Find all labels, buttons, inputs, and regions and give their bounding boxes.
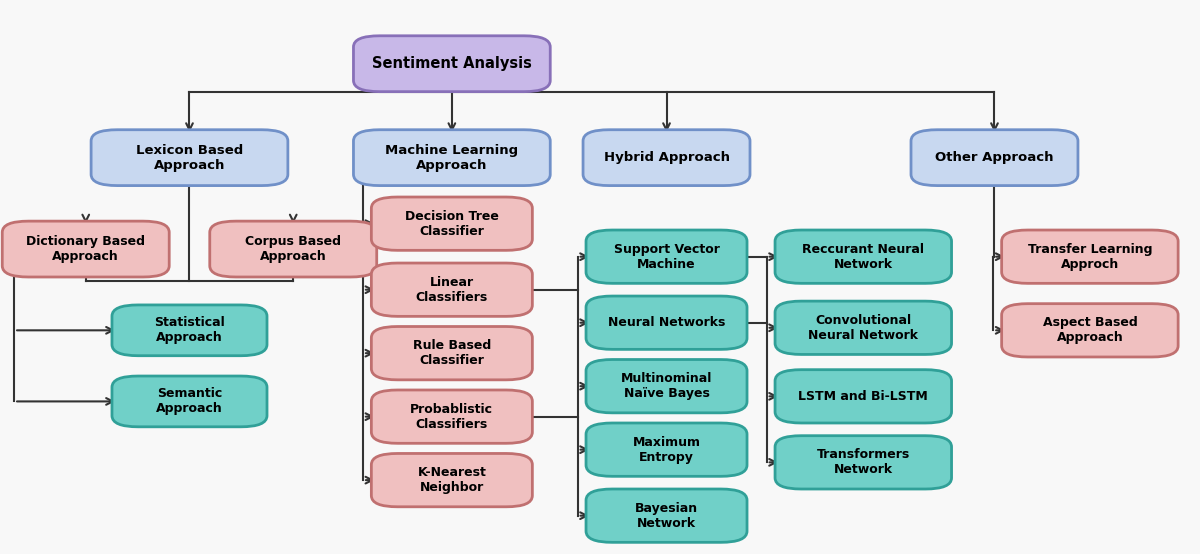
FancyBboxPatch shape — [586, 296, 748, 350]
FancyBboxPatch shape — [371, 390, 533, 443]
FancyBboxPatch shape — [91, 130, 288, 186]
FancyBboxPatch shape — [2, 221, 169, 277]
Text: Corpus Based
Approach: Corpus Based Approach — [245, 235, 341, 263]
FancyBboxPatch shape — [586, 423, 748, 476]
Text: LSTM and Bi-LSTM: LSTM and Bi-LSTM — [798, 390, 928, 403]
Text: Decision Tree
Classifier: Decision Tree Classifier — [404, 209, 499, 238]
Text: Transfer Learning
Approch: Transfer Learning Approch — [1027, 243, 1152, 271]
FancyBboxPatch shape — [583, 130, 750, 186]
FancyBboxPatch shape — [775, 301, 952, 355]
Text: Sentiment Analysis: Sentiment Analysis — [372, 56, 532, 71]
FancyBboxPatch shape — [371, 326, 533, 380]
FancyBboxPatch shape — [775, 370, 952, 423]
FancyBboxPatch shape — [1002, 230, 1178, 283]
Text: Machine Learning
Approach: Machine Learning Approach — [385, 143, 518, 172]
FancyBboxPatch shape — [586, 489, 748, 542]
FancyBboxPatch shape — [354, 36, 551, 91]
Text: Hybrid Approach: Hybrid Approach — [604, 151, 730, 164]
Text: Maximum
Entropy: Maximum Entropy — [632, 435, 701, 464]
FancyBboxPatch shape — [371, 454, 533, 507]
Text: Semantic
Approach: Semantic Approach — [156, 387, 223, 416]
Text: Rule Based
Classifier: Rule Based Classifier — [413, 339, 491, 367]
Text: Probablistic
Classifiers: Probablistic Classifiers — [410, 403, 493, 430]
FancyBboxPatch shape — [354, 130, 551, 186]
FancyBboxPatch shape — [586, 360, 748, 413]
FancyBboxPatch shape — [112, 305, 268, 356]
FancyBboxPatch shape — [112, 376, 268, 427]
FancyBboxPatch shape — [775, 435, 952, 489]
Text: Statistical
Approach: Statistical Approach — [154, 316, 224, 345]
Text: K-Nearest
Neighbor: K-Nearest Neighbor — [418, 466, 486, 494]
Text: Dictionary Based
Approach: Dictionary Based Approach — [26, 235, 145, 263]
FancyBboxPatch shape — [586, 230, 748, 283]
Text: Other Approach: Other Approach — [935, 151, 1054, 164]
Text: Support Vector
Machine: Support Vector Machine — [613, 243, 720, 271]
Text: Bayesian
Network: Bayesian Network — [635, 502, 698, 530]
FancyBboxPatch shape — [371, 197, 533, 250]
Text: Transformers
Network: Transformers Network — [817, 448, 910, 476]
Text: Neural Networks: Neural Networks — [608, 316, 725, 329]
Text: Linear
Classifiers: Linear Classifiers — [415, 276, 488, 304]
Text: Reccurant Neural
Network: Reccurant Neural Network — [803, 243, 924, 271]
Text: Aspect Based
Approach: Aspect Based Approach — [1043, 316, 1138, 345]
FancyBboxPatch shape — [371, 263, 533, 316]
Text: Lexicon Based
Approach: Lexicon Based Approach — [136, 143, 244, 172]
FancyBboxPatch shape — [911, 130, 1078, 186]
FancyBboxPatch shape — [775, 230, 952, 283]
FancyBboxPatch shape — [210, 221, 377, 277]
Text: Multinominal
Naïve Bayes: Multinominal Naïve Bayes — [620, 372, 713, 400]
Text: Convolutional
Neural Network: Convolutional Neural Network — [809, 314, 918, 342]
FancyBboxPatch shape — [1002, 304, 1178, 357]
